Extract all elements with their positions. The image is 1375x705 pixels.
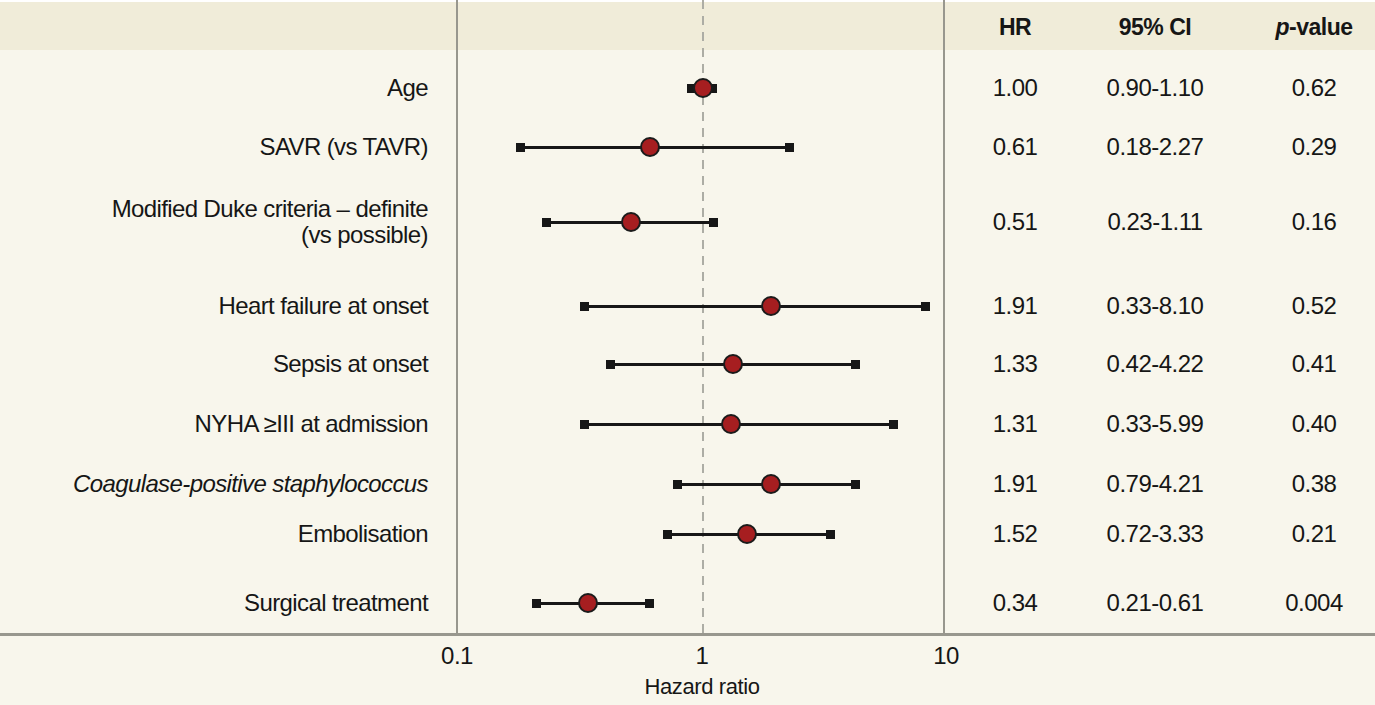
ci-upper-cap (851, 360, 860, 369)
ci-lower-cap (580, 302, 589, 311)
row-label: Modified Duke criteria – definite(vs pos… (0, 192, 428, 252)
ci-value: 0.18-2.27 (1070, 132, 1240, 162)
forest-plot-figure: HR 95% CI p-value Age1.000.90-1.100.62SA… (0, 0, 1375, 705)
ci-lower-cap (542, 218, 551, 227)
row-label: Age (0, 58, 428, 118)
ci-lower-cap (532, 599, 541, 608)
ci-value: 0.21-0.61 (1070, 588, 1240, 618)
row-label: NYHA ≥III at admission (0, 394, 428, 454)
x-tick-1: 1 (662, 642, 742, 670)
x-tick-0.1: 0.1 (417, 642, 497, 670)
row-label-line1: Embolisation (298, 521, 428, 547)
ci-lower-cap (580, 420, 589, 429)
ci-value: 0.72-3.33 (1070, 519, 1240, 549)
row-label-line1: Age (387, 75, 428, 101)
point-estimate-marker (761, 296, 781, 316)
p-value: 0.52 (1229, 291, 1375, 321)
row-label-line2: (vs possible) (301, 222, 428, 248)
row-label-line1: Surgical treatment (244, 590, 428, 616)
ci-whisker (585, 305, 926, 308)
ci-upper-cap (645, 599, 654, 608)
ci-value: 0.90-1.10 (1070, 73, 1240, 103)
p-value: 0.21 (1229, 519, 1375, 549)
p-value: 0.16 (1229, 207, 1375, 237)
p-value: 0.41 (1229, 349, 1375, 379)
p-value: 0.29 (1229, 132, 1375, 162)
x-tick-10: 10 (906, 642, 986, 670)
point-estimate-marker (723, 354, 743, 374)
row-label-line1: NYHA ≥III at admission (195, 411, 428, 437)
ci-lower-cap (516, 143, 525, 152)
left-axis-gridline (456, 0, 458, 633)
ci-upper-cap (709, 218, 718, 227)
ci-value: 0.33-5.99 (1070, 409, 1240, 439)
ci-upper-cap (889, 420, 898, 429)
point-estimate-marker (578, 593, 598, 613)
row-label-line1: Modified Duke criteria – definite (112, 196, 428, 222)
ci-lower-cap (663, 530, 672, 539)
point-estimate-marker (693, 78, 713, 98)
p-value: 0.004 (1229, 588, 1375, 618)
ci-upper-cap (851, 480, 860, 489)
row-label-line1: Heart failure at onset (218, 293, 428, 319)
p-value: 0.38 (1229, 469, 1375, 499)
p-value: 0.62 (1229, 73, 1375, 103)
row-label: Sepsis at onset (0, 334, 428, 394)
point-estimate-marker (737, 524, 757, 544)
ci-value: 0.33-8.10 (1070, 291, 1240, 321)
column-header-hr: HR (945, 12, 1085, 42)
column-header-pvalue: p-value (1229, 12, 1375, 42)
x-axis-line (0, 633, 1375, 636)
row-label: Embolisation (0, 504, 428, 564)
ci-value: 0.79-4.21 (1070, 469, 1240, 499)
row-label-line1: Sepsis at onset (273, 351, 428, 377)
point-estimate-marker (621, 212, 641, 232)
ci-upper-cap (785, 143, 794, 152)
column-header-ci: 95% CI (1070, 12, 1240, 42)
x-axis-title: Hazard ratio (552, 674, 852, 700)
ci-upper-cap (826, 530, 835, 539)
p-value: 0.40 (1229, 409, 1375, 439)
point-estimate-marker (640, 137, 660, 157)
row-label-line1: Coagulase-positive staphylococcus (73, 471, 428, 497)
ci-value: 0.42-4.22 (1070, 349, 1240, 379)
point-estimate-marker (761, 474, 781, 494)
row-label: SAVR (vs TAVR) (0, 117, 428, 177)
ci-value: 0.23-1.11 (1070, 207, 1240, 237)
ci-lower-cap (606, 360, 615, 369)
row-label-line1: SAVR (vs TAVR) (259, 134, 428, 160)
point-estimate-marker (721, 414, 741, 434)
row-label: Surgical treatment (0, 573, 428, 633)
ci-upper-cap (921, 302, 930, 311)
ci-lower-cap (673, 480, 682, 489)
row-label: Heart failure at onset (0, 276, 428, 336)
